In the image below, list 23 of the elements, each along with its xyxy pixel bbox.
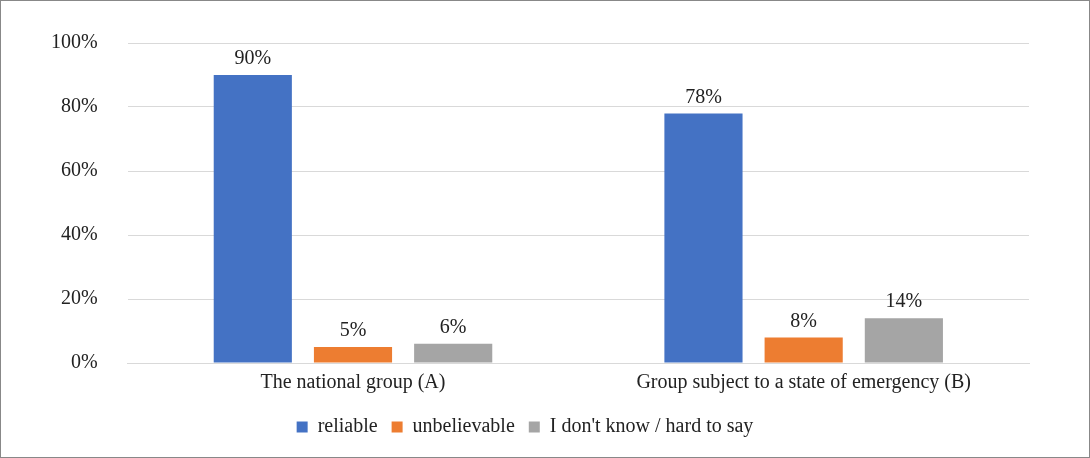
- x-tick-label: Group subject to a state of emergency (B): [636, 370, 971, 394]
- bar: [664, 113, 743, 363]
- data-label: 90%: [234, 46, 272, 69]
- y-tick-label: 80%: [60, 94, 98, 117]
- y-tick-label: 100%: [50, 30, 98, 53]
- data-label: 14%: [885, 289, 923, 312]
- y-tick-label: 20%: [60, 286, 98, 309]
- data-label: 6%: [439, 315, 467, 338]
- legend-label: unbelievable: [412, 414, 515, 437]
- legend-label: reliable: [317, 414, 378, 437]
- bar: [213, 75, 292, 363]
- bar: [764, 337, 843, 363]
- bar: [414, 343, 493, 363]
- bar: [864, 318, 943, 363]
- data-label: 78%: [685, 84, 722, 107]
- data-label: 5%: [339, 318, 367, 341]
- bar: [313, 347, 393, 363]
- y-tick-label: 40%: [60, 222, 98, 245]
- legend-label: I don't know / hard to say: [549, 414, 754, 438]
- y-tick-label: 0%: [70, 350, 98, 373]
- y-tick-label: 60%: [60, 158, 98, 181]
- data-label: 8%: [790, 308, 817, 331]
- x-tick-label: The national group (A): [260, 370, 446, 394]
